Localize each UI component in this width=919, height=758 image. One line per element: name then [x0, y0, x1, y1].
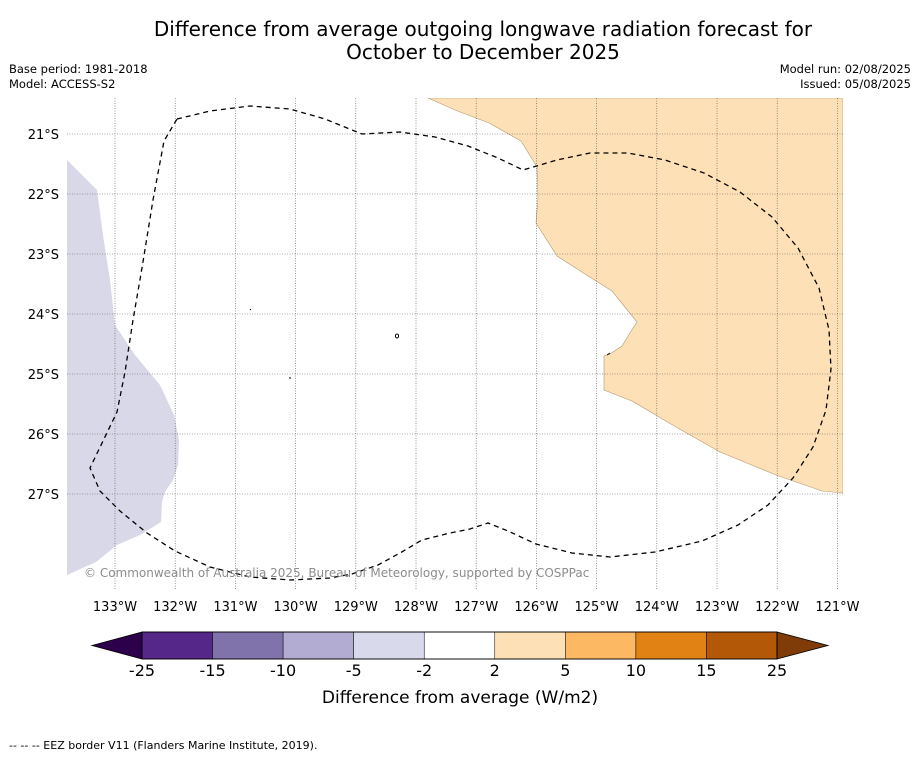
colorbar-tick-label: 2 — [490, 661, 500, 680]
negative-anomaly-region — [67, 160, 179, 575]
colorbar-segment — [565, 631, 637, 660]
longitude-label: 130°W — [274, 600, 318, 615]
longitude-label: 126°W — [514, 600, 558, 615]
eez-border — [89, 105, 832, 581]
colorbar-tick-label: -10 — [270, 661, 296, 680]
colorbar-segment — [423, 631, 496, 660]
longitude-label: 123°W — [695, 600, 739, 615]
footnote: -- -- -- EEZ border V11 (Flanders Marine… — [9, 739, 318, 752]
meta-left: Base period: 1981-2018 Model: ACCESS-S2 — [9, 62, 148, 92]
longitude-label: 132°W — [153, 600, 197, 615]
longitude-label: 122°W — [755, 600, 799, 615]
longitude-labels: 133°W 132°W 131°W 130°W 129°W 128°W 127°W 126°W… — [93, 600, 860, 615]
longitude-label: 133°W — [93, 600, 137, 615]
base-period: Base period: 1981-2018 — [9, 62, 148, 76]
colorbar-tick-labels: -25 -15 -10 -5 -2 2 5 10 15 25 — [129, 661, 787, 680]
colorbar-label: Difference from average (W/m2) — [322, 688, 598, 708]
island-marker — [606, 352, 611, 356]
longitude-label: 131°W — [213, 600, 257, 615]
issued-date: Issued: 05/08/2025 — [800, 77, 911, 91]
latitude-label: 24°S — [28, 308, 59, 323]
colorbar-segment — [706, 631, 778, 660]
colorbar-tick-label: -15 — [199, 661, 225, 680]
map-area: © Commonwealth of Australia 2025, Bureau… — [67, 98, 843, 590]
longitude-label: 124°W — [635, 600, 679, 615]
title-line-1: Difference from average outgoing longwav… — [153, 17, 813, 41]
map-title: Difference from average outgoing longwav… — [0, 18, 919, 64]
colorbar-tick-label: 5 — [560, 661, 570, 680]
colorbar-segment — [635, 631, 707, 660]
colorbar-tick-label: -25 — [129, 661, 155, 680]
island-marker — [394, 333, 400, 339]
colorbar-tick-label: 15 — [696, 661, 716, 680]
colorbar-extend-high — [776, 631, 830, 660]
longitude-label: 127°W — [454, 600, 498, 615]
longitude-label: 121°W — [815, 600, 859, 615]
latitude-label: 23°S — [28, 248, 59, 263]
island-markers — [249, 308, 611, 379]
latitude-label: 27°S — [28, 488, 59, 503]
colorbar-segment — [353, 631, 425, 660]
graticule — [67, 98, 843, 590]
meta-right: Model run: 02/08/2025 Issued: 05/08/2025 — [780, 62, 911, 92]
island-marker — [249, 308, 252, 311]
latitude-label: 21°S — [28, 128, 59, 143]
colorbar-segment — [141, 631, 213, 660]
colorbar-segment — [494, 631, 566, 660]
longitude-label: 129°W — [334, 600, 378, 615]
latitude-labels: 21°S 22°S 23°S 24°S 25°S 26°S 27°S — [28, 128, 59, 503]
colorbar-tick-label: -2 — [416, 661, 432, 680]
model-run: Model run: 02/08/2025 — [779, 62, 911, 76]
title-line-2: October to December 2025 — [346, 40, 620, 64]
colorbar-tick-label: -5 — [346, 661, 362, 680]
colorbar-segment — [282, 631, 354, 660]
colorbar-tick-label: 10 — [626, 661, 646, 680]
latitude-label: 22°S — [28, 188, 59, 203]
colorbar-extend-low — [90, 631, 143, 660]
longitude-label: 128°W — [394, 600, 438, 615]
colorbar — [90, 631, 830, 660]
positive-anomaly-region — [427, 98, 843, 494]
model-name: Model: ACCESS-S2 — [9, 77, 116, 91]
colorbar-outline — [141, 631, 778, 660]
longitude-label: 125°W — [575, 600, 619, 615]
copyright-text: © Commonwealth of Australia 2025, Bureau… — [84, 566, 589, 580]
colorbar-tick-label: 25 — [767, 661, 787, 680]
latitude-label: 26°S — [28, 428, 59, 443]
colorbar-segment — [212, 631, 284, 660]
latitude-label: 25°S — [28, 368, 59, 383]
